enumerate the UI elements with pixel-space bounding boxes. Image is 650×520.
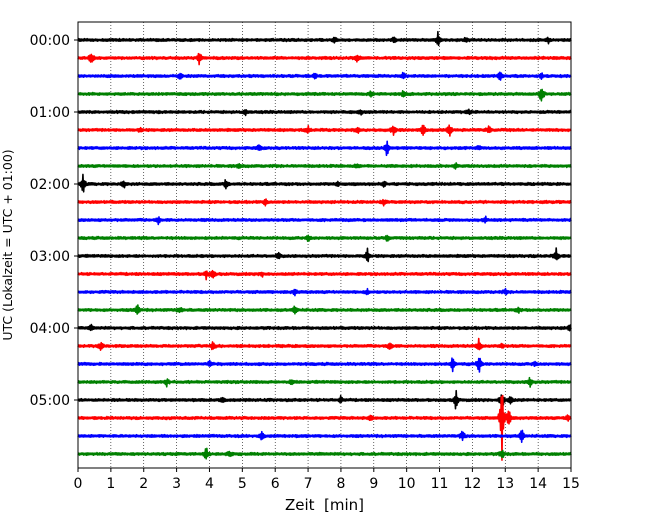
x-axis-ticks: 0 1 2 3 4 5 6 7 8 9 10 11 12 13 14 15 [74,468,580,492]
seismic-traces [77,30,572,461]
x-tick-label: 15 [562,476,580,492]
trace-0315 [77,269,572,281]
trace-0100 [77,108,572,117]
y-tick-label: 04:00 [30,321,70,337]
x-tick-label: 8 [336,476,345,492]
trace-0345 [77,304,572,315]
y-tick-label: 02:00 [30,177,70,193]
trace-0445 [77,376,572,388]
y-tick-label: 05:00 [30,393,70,409]
trace-0400 [77,323,572,332]
trace-0415 [77,337,572,352]
trace-0215 [77,198,572,207]
x-tick-label: 10 [398,476,416,492]
trace-0500 [77,389,572,412]
trace-0045 [77,88,572,102]
trace-0200 [77,173,572,193]
x-tick-label: 5 [238,476,247,492]
trace-0330 [77,287,572,297]
x-tick-label: 0 [74,476,83,492]
plot-area-frame [77,21,572,469]
trace-0115 [77,124,572,137]
x-tick-label: 2 [139,476,148,492]
trace-0230 [77,215,572,226]
x-tick-label: 12 [463,476,481,492]
trace-0030 [77,71,572,81]
trace-0430 [77,357,572,373]
x-tick-label: 1 [106,476,115,492]
trace-0545 [77,447,572,460]
x-tick-label: 9 [369,476,378,492]
x-tick-label: 7 [304,476,313,492]
x-axis-label: Zeit [min] [285,496,364,514]
trace-0145 [77,162,572,170]
y-tick-label: 01:00 [30,105,70,121]
x-tick-label: 11 [431,476,449,492]
trace-0015 [77,52,572,66]
y-axis-label: UTC (Lokalzeit = UTC + 01:00) [0,149,15,340]
x-tick-label: 4 [205,476,214,492]
trace-0130 [77,140,572,157]
vertical-gridlines [110,22,539,468]
x-tick-label: 13 [496,476,514,492]
y-tick-label: 03:00 [30,249,70,265]
x-tick-label: 14 [529,476,547,492]
trace-0300 [77,247,572,263]
trace-0530 [77,429,572,444]
x-tick-label: 6 [271,476,280,492]
y-axis-ticks: 00:00 01:00 02:00 03:00 04:00 05:00 [30,33,78,409]
trace-0245 [77,234,572,242]
trace-0000 [77,30,572,47]
trace-0515 [77,394,572,461]
y-tick-label: 00:00 [30,33,70,49]
x-tick-label: 3 [172,476,181,492]
